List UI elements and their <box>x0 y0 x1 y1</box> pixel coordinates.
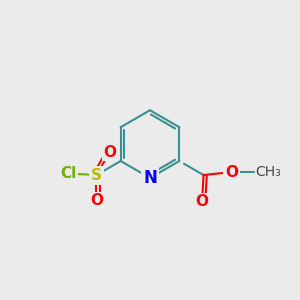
Text: O: O <box>90 194 103 208</box>
Text: O: O <box>196 194 208 209</box>
Text: O: O <box>225 165 238 180</box>
Text: N: N <box>143 169 157 187</box>
Text: Cl: Cl <box>60 166 76 181</box>
Text: S: S <box>91 167 102 182</box>
Text: O: O <box>103 145 116 160</box>
Text: CH₃: CH₃ <box>255 165 281 179</box>
